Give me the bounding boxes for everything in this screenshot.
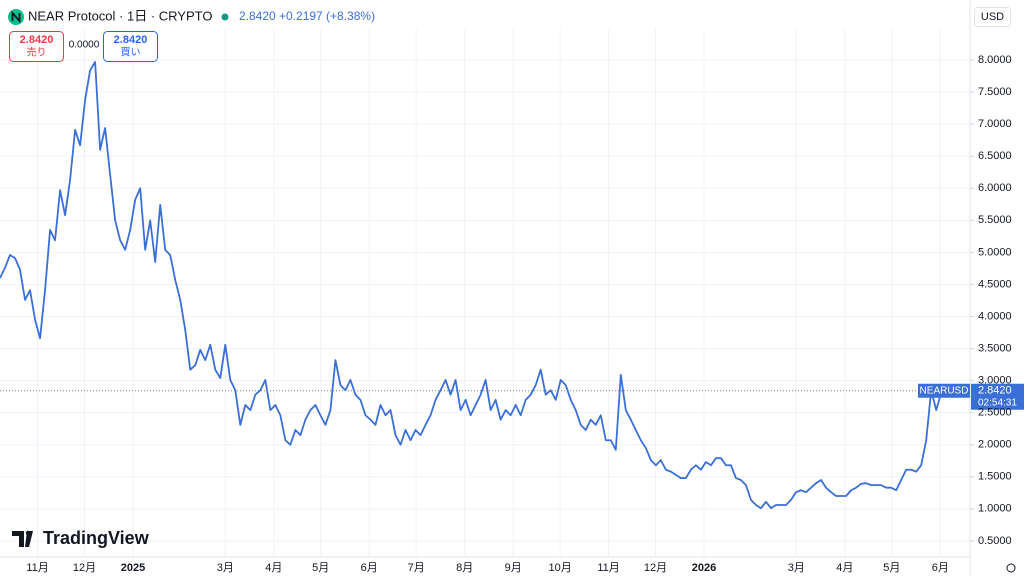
chart-title: NEAR Protocol · 1日 · CRYPTO xyxy=(28,8,212,23)
x-tick-label: 4月 xyxy=(836,562,853,574)
x-tick-label: 11月 xyxy=(597,562,619,574)
status-dot xyxy=(221,13,229,21)
y-tick-label: 6.5000 xyxy=(978,150,1012,162)
header-price: 2.8420 xyxy=(239,9,276,23)
spread: 0.0000 xyxy=(69,40,100,51)
y-tick-label: 1.0000 xyxy=(978,503,1012,515)
y-tick-label: 8.0000 xyxy=(978,54,1012,66)
x-tick-label: 3月 xyxy=(788,562,805,574)
y-tick-label: 3.0000 xyxy=(978,375,1012,387)
y-tick-label: 2.0000 xyxy=(978,439,1012,451)
y-tick-label: 3.5000 xyxy=(978,342,1012,354)
sell-price: 2.8420 xyxy=(20,34,54,46)
countdown: 02:54:31 xyxy=(978,397,1017,408)
y-tick-label: 7.0000 xyxy=(978,118,1012,130)
x-tick-label: 3月 xyxy=(217,562,234,574)
y-tick-label: 7.5000 xyxy=(978,86,1012,98)
y-tick-label: 6.0000 xyxy=(978,182,1012,194)
x-tick-label: 12月 xyxy=(644,562,667,574)
settings-icon[interactable] xyxy=(1006,563,1016,573)
x-tick-label: 2025 xyxy=(121,562,145,574)
symbol-tag xyxy=(918,383,970,398)
plot xyxy=(0,61,970,510)
x-tick-label: 8月 xyxy=(456,562,473,574)
y-tick-label: 0.5000 xyxy=(978,535,1012,547)
buy-label: 買い xyxy=(121,47,141,59)
y-tick-label: 4.0000 xyxy=(978,310,1012,322)
sell-label: 売り xyxy=(27,46,47,59)
x-tick-label: 12月 xyxy=(73,562,96,574)
sell-button[interactable] xyxy=(9,31,64,62)
symbol-tag-label: NEARUSD xyxy=(920,385,969,396)
y-tick-label: 5.0000 xyxy=(978,246,1012,258)
price-line xyxy=(0,61,947,510)
price-tag-label: 2.8420 xyxy=(978,385,1012,397)
x-tick-label: 5月 xyxy=(883,562,900,574)
x-tick-label: 5月 xyxy=(312,562,329,574)
x-tick-label: 7月 xyxy=(408,562,425,574)
y-tick-label: 4.5000 xyxy=(978,278,1012,290)
x-tick-label: 4月 xyxy=(265,562,282,574)
currency: USD xyxy=(981,11,1004,23)
price-tag xyxy=(971,383,1024,410)
x-tick-label: 10月 xyxy=(548,562,571,574)
brand-logo xyxy=(25,530,31,536)
buy-button[interactable] xyxy=(103,31,158,62)
y-tick-label: 2.5000 xyxy=(978,407,1012,419)
brand-name: TradingView xyxy=(43,528,150,548)
x-tick-label: 6月 xyxy=(932,562,949,574)
x-tick-label: 2026 xyxy=(692,562,716,574)
currency-button[interactable] xyxy=(974,7,1011,27)
buy-price: 2.8420 xyxy=(114,34,148,46)
symbol-logo-glyph xyxy=(11,10,21,24)
x-tick-label: 6月 xyxy=(361,562,378,574)
x-tick-label: 11月 xyxy=(26,562,48,574)
header-change: +0.2197 (+8.38%) xyxy=(279,9,375,23)
y-tick-label: 1.5000 xyxy=(978,471,1012,483)
y-tick-label: 5.5000 xyxy=(978,214,1012,226)
x-tick-label: 9月 xyxy=(505,562,522,574)
